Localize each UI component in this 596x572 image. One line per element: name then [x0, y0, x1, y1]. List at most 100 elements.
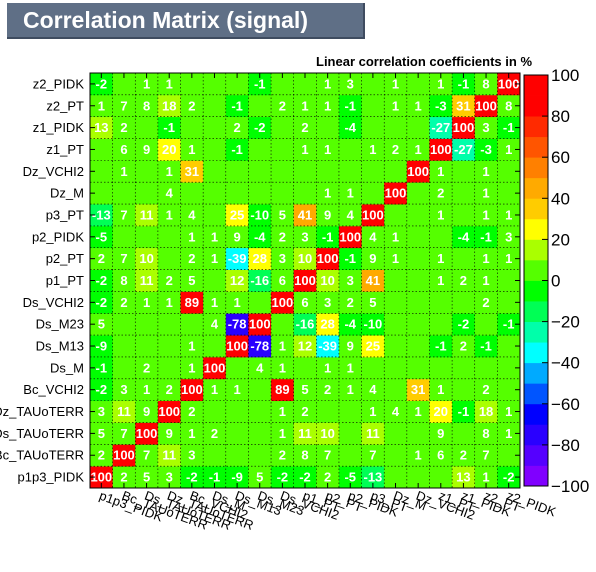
heatmap-cell: [157, 225, 181, 249]
heatmap-cell: [248, 182, 272, 205]
heatmap-cell: [225, 291, 249, 314]
cell-value-label: 28: [320, 317, 334, 332]
heatmap-cell: [271, 182, 295, 205]
cell-value-label: 1: [437, 207, 444, 222]
cell-value-label: -2: [277, 470, 289, 485]
cell-value-label: 1: [120, 164, 127, 179]
heatmap-cell: [474, 116, 498, 139]
heatmap-cell: [452, 466, 476, 489]
cell-value-label: 2: [188, 404, 195, 419]
colorbar-segment: [524, 157, 548, 179]
cell-value-label: 1: [279, 426, 286, 441]
cell-value-label: 1: [505, 251, 512, 266]
cell-value-label: 7: [120, 426, 127, 441]
heatmap-cell: [497, 247, 521, 270]
heatmap-cell: [203, 313, 227, 336]
heatmap-cell: [225, 269, 249, 292]
cell-value-label: 2: [392, 142, 399, 157]
cell-value-label: 1: [324, 186, 331, 201]
heatmap-cell: [203, 247, 227, 270]
cell-value-label: -1: [344, 98, 356, 113]
heatmap-cell: [135, 422, 159, 445]
cell-value-label: 100: [475, 98, 497, 113]
colorbar-segment: [524, 444, 548, 466]
heatmap-cell: [157, 313, 181, 336]
heatmap-cell: [497, 313, 521, 336]
heatmap-cell: [90, 204, 114, 227]
colorbar-segment: [524, 116, 548, 138]
cell-value-label: 1: [233, 382, 240, 397]
heatmap-cell: [293, 182, 317, 205]
cell-value-label: 100: [453, 120, 475, 135]
cell-value-label: -9: [231, 470, 243, 485]
y-tick-label: Ds_M: [50, 360, 84, 375]
cell-value-label: 1: [166, 164, 173, 179]
heatmap-cell: [271, 160, 295, 183]
colorbar-segment: [524, 424, 548, 446]
heatmap-cell: [180, 335, 204, 358]
cell-value-label: 1: [301, 98, 308, 113]
cell-value-label: -16: [296, 317, 315, 332]
heatmap-cell: [271, 225, 295, 249]
heatmap-cell: [157, 160, 181, 183]
cell-value-label: -1: [480, 339, 492, 354]
heatmap-cell: [406, 138, 430, 161]
heatmap-cell: [293, 225, 317, 249]
heatmap-cell: [203, 116, 227, 139]
heatmap-cell: [203, 356, 227, 380]
cell-value-label: 89: [275, 382, 289, 397]
cell-value-label: 3: [98, 404, 105, 419]
heatmap-cell: [293, 335, 317, 358]
heatmap-cell: [157, 73, 181, 96]
cell-value-label: 3: [120, 382, 127, 397]
heatmap-cell: [157, 247, 181, 270]
heatmap-cell: [271, 400, 295, 423]
heatmap-cell: [474, 466, 498, 489]
y-tick-label: p2_PT: [46, 251, 84, 266]
cell-value-label: 1: [211, 295, 218, 310]
cell-value-label: 8: [482, 426, 489, 441]
heatmap-cell: [271, 335, 295, 358]
heatmap-cell: [135, 247, 159, 270]
heatmap-cell: [271, 204, 295, 227]
heatmap-cell: [384, 400, 408, 423]
heatmap-cell: [180, 94, 204, 118]
cell-value-label: 2: [460, 273, 467, 288]
heatmap-cell: [406, 160, 430, 183]
heatmap-cell: [474, 138, 498, 161]
heatmap-cell: [474, 422, 498, 445]
heatmap-cell: [452, 313, 476, 336]
heatmap-cell: [90, 400, 114, 423]
heatmap-cell: [406, 466, 430, 489]
heatmap-cell: [452, 73, 476, 96]
cell-value-label: 2: [279, 229, 286, 244]
heatmap-cell: [384, 444, 408, 467]
heatmap-cell: [406, 204, 430, 227]
heatmap-cell: [338, 204, 362, 227]
heatmap-cell: [135, 400, 159, 423]
cell-value-label: 4: [166, 186, 174, 201]
heatmap-cell: [293, 466, 317, 489]
heatmap-cell: [384, 291, 408, 314]
heatmap-cell: [248, 313, 272, 336]
cell-value-label: 100: [113, 448, 135, 463]
cell-value-label: 1: [505, 426, 512, 441]
colorbar-tick-label: 80: [551, 107, 570, 126]
heatmap-cell: [338, 313, 362, 336]
heatmap-cell: [316, 225, 340, 249]
cell-value-label: 5: [369, 295, 376, 310]
cell-value-label: 1: [279, 360, 286, 375]
heatmap-cell: [406, 225, 430, 249]
cell-value-label: 100: [136, 426, 158, 441]
heatmap-cell: [180, 204, 204, 227]
cell-value-label: -27: [431, 120, 450, 135]
heatmap-cell: [293, 116, 317, 139]
heatmap-cell: [112, 466, 136, 489]
heatmap-cell: [406, 444, 430, 467]
cell-value-label: 9: [233, 229, 240, 244]
cell-value-label: -39: [228, 251, 247, 266]
heatmap-cell: [112, 247, 136, 270]
heatmap-cell: [112, 116, 136, 139]
colorbar-tick-label: −80: [551, 436, 580, 455]
heatmap-cell: [271, 247, 295, 270]
